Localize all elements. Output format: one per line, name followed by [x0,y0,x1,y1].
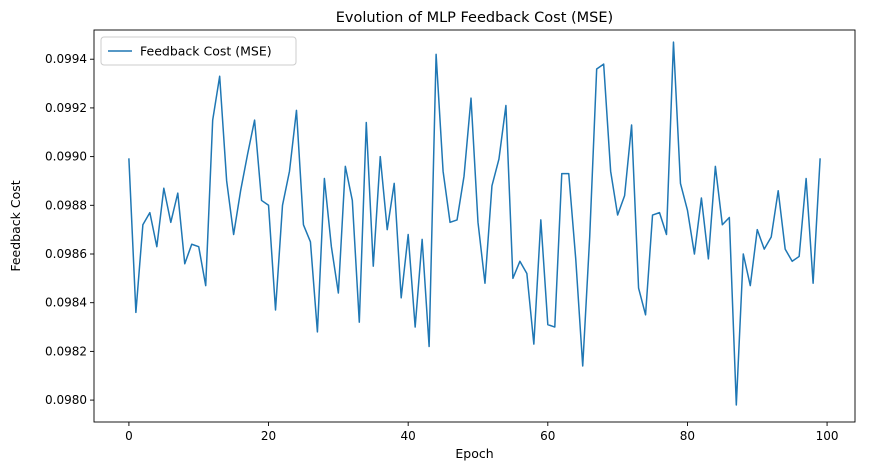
y-tick-label: 0.0988 [45,198,87,212]
x-tick-label: 100 [816,429,839,443]
y-tick-label: 0.0992 [45,101,87,115]
y-tick-label: 0.0984 [45,296,87,310]
legend-entry: Feedback Cost (MSE) [140,44,272,59]
legend: Feedback Cost (MSE) [100,36,297,66]
x-axis-label: Epoch [455,446,493,461]
y-axis-label: Feedback Cost [8,180,23,271]
chart-title: Evolution of MLP Feedback Cost (MSE) [336,10,613,26]
x-tick-label: 0 [125,429,133,443]
x-tick-label: 40 [401,429,416,443]
y-tick-label: 0.0986 [45,247,87,261]
x-tick-label: 80 [680,429,695,443]
x-tick-label: 20 [261,429,276,443]
x-tick-label: 60 [540,429,555,443]
y-tick-label: 0.0990 [45,150,87,164]
y-tick-label: 0.0982 [45,344,87,358]
y-tick-label: 0.0980 [45,393,87,407]
y-tick-label: 0.0994 [45,52,87,66]
series-line-0 [128,41,821,406]
plot-frame [93,29,856,423]
plot-area: 0 20 40 60 80 100 0.0980 0.0982 0.0984 0.0986 0.09… [45,29,856,443]
legend-box [100,36,297,66]
